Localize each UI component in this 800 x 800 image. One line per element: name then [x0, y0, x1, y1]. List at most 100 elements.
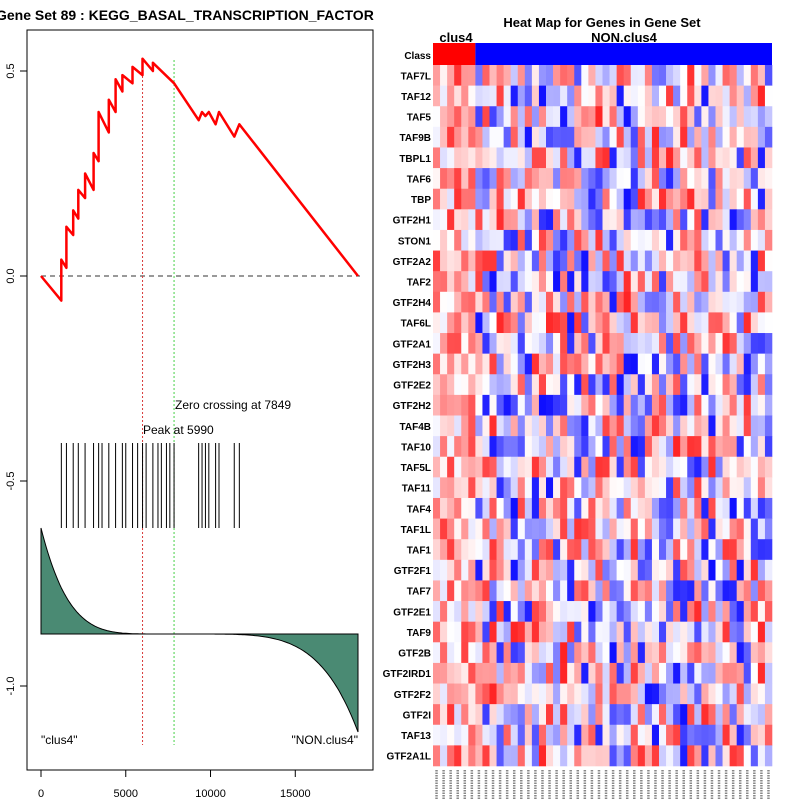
heatmap-cell — [764, 291, 773, 313]
heatmap-cell — [517, 683, 526, 705]
heatmap-cell — [560, 642, 568, 664]
heatmap-cell — [524, 683, 533, 705]
heatmap-cell — [574, 683, 582, 705]
heatmap-cell — [531, 250, 540, 272]
heatmap-cell — [736, 333, 745, 354]
heatmap-cell — [651, 126, 660, 148]
heatmap-cell — [560, 394, 568, 416]
heatmap-cell — [553, 85, 561, 107]
heatmap-cell — [637, 415, 646, 437]
heatmap-cell — [567, 415, 575, 437]
heatmap-cell — [609, 333, 617, 354]
heatmap-cell — [659, 745, 667, 767]
heatmap-cell — [623, 271, 632, 293]
heatmap-cell — [630, 374, 639, 396]
heatmap-cell — [666, 147, 674, 169]
heatmap-cell — [644, 704, 653, 726]
heatmap-cell — [510, 580, 519, 602]
heatmap-cell — [461, 85, 469, 107]
heatmap-cell — [673, 621, 681, 643]
heatmap-cell — [680, 188, 688, 210]
heatmap-cell — [637, 539, 646, 561]
heatmap-cell — [644, 642, 653, 664]
heatmap-cell — [461, 559, 469, 581]
heatmap-cell — [482, 85, 490, 107]
heatmap-cell — [623, 394, 632, 416]
heatmap-cell — [623, 518, 632, 540]
heatmap-cell — [616, 497, 624, 519]
heatmap-cell — [609, 415, 617, 437]
heatmap-cell — [546, 126, 554, 148]
heatmap-cell — [538, 168, 547, 190]
heatmap-cell — [750, 704, 759, 726]
heatmap-cell — [447, 436, 455, 458]
heatmap-cell — [715, 539, 723, 561]
heatmap-cell — [708, 662, 716, 684]
heatmap-cell — [440, 374, 448, 396]
heatmap-cell — [602, 85, 610, 107]
heatmap-cell — [687, 291, 695, 313]
heatmap-cell — [609, 456, 617, 478]
heatmap-cell — [560, 65, 568, 86]
heatmap-cell — [531, 188, 540, 210]
heatmap-cell — [750, 559, 759, 581]
heatmap-cell — [609, 168, 617, 190]
heatmap-cell — [757, 188, 766, 210]
heatmap-cell — [440, 662, 448, 684]
heatmap-cell — [531, 374, 540, 396]
heatmap-cell — [503, 394, 511, 416]
heatmap-cell — [673, 126, 681, 148]
gene-label: GTF2F2 — [394, 690, 432, 701]
heatmap-cell — [496, 601, 504, 622]
heatmap-cell — [630, 353, 639, 375]
heatmap-cell — [496, 662, 504, 684]
heatmap-cell — [694, 168, 702, 190]
heatmap-cell — [524, 333, 533, 354]
heatmap-cell — [701, 745, 709, 767]
heatmap-cell — [567, 312, 575, 334]
gene-label: TBP — [411, 195, 431, 206]
heatmap-cell — [447, 291, 455, 313]
heatmap-cell — [616, 683, 624, 705]
heatmap-cell — [503, 250, 511, 272]
heatmap-cell — [750, 291, 759, 313]
heatmap-cell — [553, 745, 561, 767]
heatmap-cell — [609, 477, 617, 499]
heatmap-cell — [560, 353, 568, 375]
heatmap-cell — [546, 415, 554, 437]
heatmap-cell — [764, 188, 773, 210]
heatmap-cell — [616, 209, 624, 231]
heatmap-cell — [440, 704, 448, 726]
heatmap-cell — [736, 601, 745, 622]
gene-label: TAF11 — [402, 484, 432, 495]
heatmap-cell — [694, 497, 702, 519]
heatmap-cell — [616, 745, 624, 767]
heatmap-cell — [602, 456, 610, 478]
heatmap-cell — [708, 456, 716, 478]
heatmap-cell — [701, 436, 709, 458]
heatmap-cell — [616, 250, 624, 272]
heatmap-cell — [538, 745, 547, 767]
heatmap-cell — [673, 353, 681, 375]
heatmap-cell — [644, 333, 653, 354]
heatmap-cell — [722, 642, 730, 664]
heatmap-cell — [581, 353, 589, 375]
right-class-label: "NON.clus4" — [291, 733, 358, 747]
heatmap-cell — [609, 353, 617, 375]
heatmap-cell — [510, 353, 519, 375]
heatmap-cell — [553, 188, 561, 210]
heatmap-cell — [687, 580, 695, 602]
heatmap-cell — [538, 147, 547, 169]
heatmap-cell — [468, 312, 476, 334]
heatmap-cell — [496, 147, 504, 169]
heatmap-cell — [743, 229, 752, 251]
heatmap-cell — [531, 436, 540, 458]
heatmap-cell — [581, 126, 589, 148]
heatmap-cell — [468, 745, 476, 767]
heatmap-cell — [581, 209, 589, 231]
heatmap-cell — [722, 250, 730, 272]
heatmap-title: Heat Map for Genes in Gene Set — [503, 15, 701, 30]
heatmap-cell — [644, 456, 653, 478]
heatmap-cell — [701, 456, 709, 478]
heatmap-cell — [722, 436, 730, 458]
